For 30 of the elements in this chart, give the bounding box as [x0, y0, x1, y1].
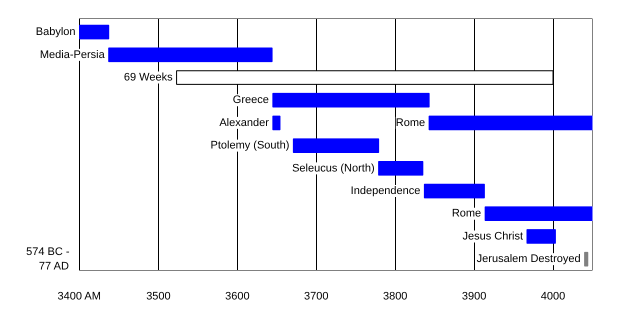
y-tick-label: Greece — [232, 94, 269, 106]
bar — [79, 24, 110, 40]
y-tick-label: Jesus Christ — [462, 230, 524, 242]
y-tick-label: Babylon — [36, 26, 76, 38]
x-tick-label: 3700 — [304, 290, 329, 302]
x-tick-label: 3900 — [462, 290, 486, 302]
series-label: Rome — [396, 116, 426, 129]
y-tick-label: 69 Weeks — [124, 72, 174, 84]
bar — [424, 184, 485, 198]
text: 574 BC - 77 AD — [26, 246, 70, 272]
bar — [584, 252, 588, 266]
bar — [428, 116, 592, 130]
x-tick-label: 3500 — [146, 290, 171, 302]
bar — [484, 206, 592, 222]
x-tick-label: 4000 — [540, 290, 566, 302]
x-tick-label: 3400 AM — [57, 290, 101, 302]
y-tick-label: Jerusalem Destroyed — [476, 253, 581, 266]
bar — [526, 229, 556, 244]
y-tick-label: Media-Persia — [40, 48, 106, 61]
y-tick-label: Independence — [350, 185, 420, 198]
y-tick-label: Alexander — [219, 116, 270, 129]
bar — [108, 48, 273, 62]
y-tick-label: Seleucus (North) — [292, 162, 375, 174]
x-tick-label: 3600 — [225, 290, 250, 302]
y-tick-label: Ptolemy (South) — [210, 140, 290, 152]
bar — [292, 138, 380, 153]
bar — [378, 161, 424, 176]
x-tick-label: 3800 — [382, 290, 408, 302]
bar — [272, 116, 280, 130]
bar — [272, 92, 430, 108]
